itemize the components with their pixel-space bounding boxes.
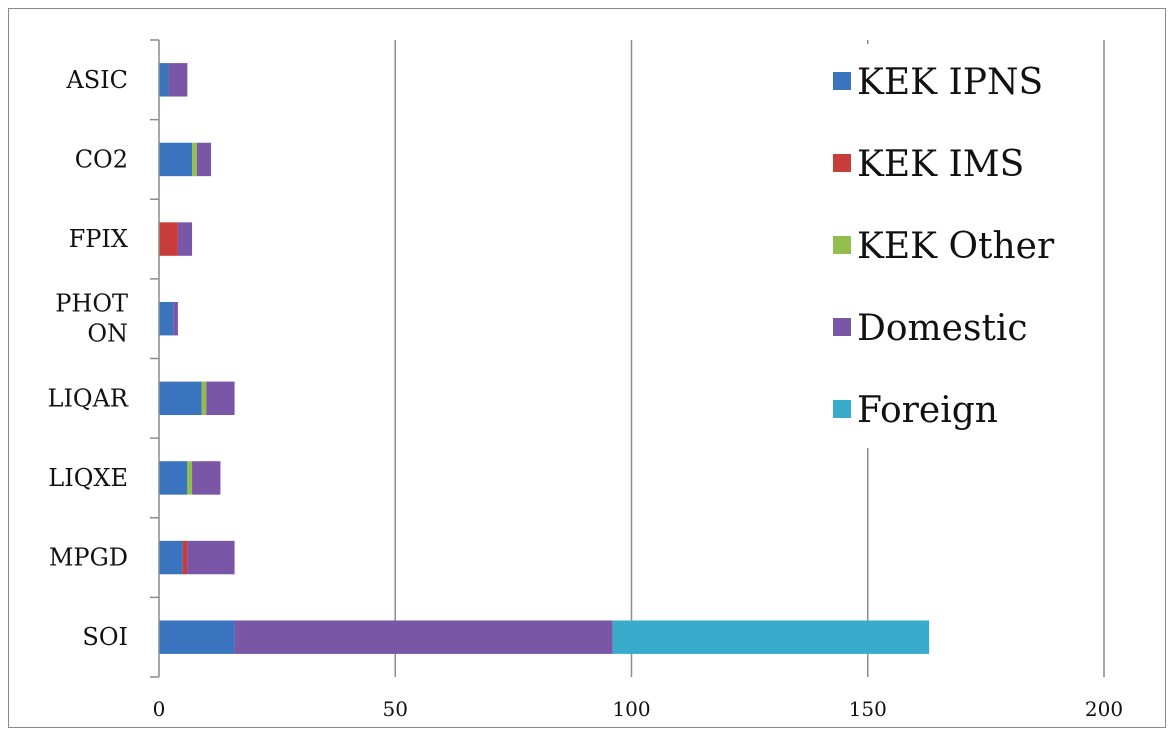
bar-liqxe-kek-other [187,461,193,495]
bar-fpix-domestic [177,222,193,256]
bar-mpgd-kek-ims [182,540,188,575]
legend-swatch-kek-ims [833,154,851,172]
bar-photon-domestic [173,301,178,336]
legend-label-kek-other: KEK Other [857,226,1055,267]
bar-photon-kek-ipns [159,301,174,336]
x-tick-label-150: 150 [849,697,887,721]
bar-soi-foreign [612,620,930,654]
category-label-soi: SOI [82,623,128,651]
bars [159,63,930,654]
legend-swatch-kek-other [833,236,851,254]
x-tick-label-0: 0 [153,697,166,721]
bar-soi-kek-ipns [159,620,235,654]
category-label-liqxe: LIQXE [48,464,128,492]
bar-mpgd-kek-ipns [159,540,183,575]
legend-label-kek-ims: KEK IMS [857,144,1024,185]
category-label-mpgd: MPGD [49,544,128,572]
legend-label-foreign: Foreign [857,390,998,431]
legend-swatch-foreign [833,400,851,418]
bar-liqxe-domestic [192,461,221,495]
category-label-photon: PHOT ON [55,290,128,348]
bar-liqxe-kek-ipns [159,461,188,495]
category-label-co2: CO2 [75,145,128,173]
legend-swatch-domestic [833,318,851,336]
bar-liqar-kek-other [201,381,207,416]
bar-fpix-kek-ims [159,222,178,256]
category-label-asic: ASIC [65,66,128,94]
x-tick-label-50: 50 [383,697,408,721]
legend: KEK IPNS KEK IMS KEK Other Domestic Foreign [812,44,1096,448]
bar-co2-domestic [196,142,211,177]
legend-swatch-kek-ipns [833,72,851,90]
bar-asic-domestic [168,63,188,97]
bar-co2-kek-ipns [159,142,193,177]
legend-background [812,44,1096,448]
axes: SOI MPGD LIQXE LIQAR PHOT ON FPIX CO2 ASIC 0 50 100… [48,39,1123,721]
legend-label-kek-ipns: KEK IPNS [857,62,1043,103]
bar-mpgd-domestic [187,540,235,575]
bar-liqar-kek-ipns [159,381,202,416]
x-tick-label-200: 200 [1085,697,1123,721]
bar-co2-kek-other [192,142,197,177]
category-label-fpix: FPIX [69,225,128,253]
bar-liqar-domestic [206,381,235,416]
bar-asic-kek-ipns [159,63,169,97]
legend-label-domestic: Domestic [857,308,1028,349]
category-label-liqar: LIQAR [48,384,129,412]
bar-soi-domestic [234,620,613,654]
x-tick-label-100: 100 [612,697,650,721]
